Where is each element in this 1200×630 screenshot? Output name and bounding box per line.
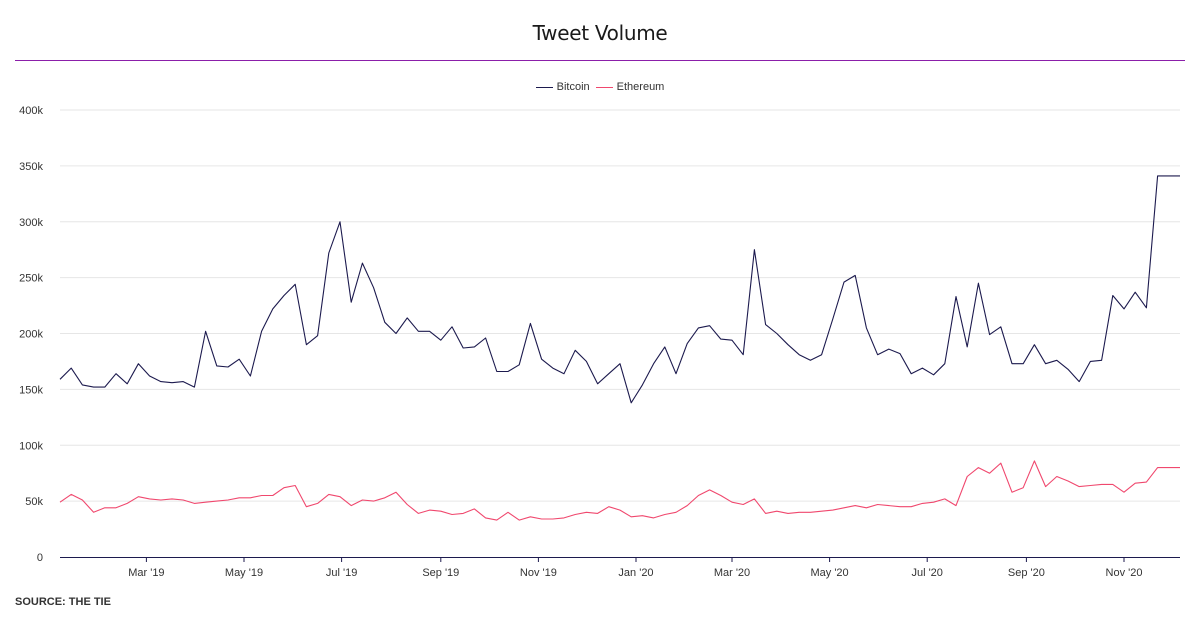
y-tick-label: 300k: [19, 217, 43, 229]
y-tick-label: 400k: [19, 105, 43, 117]
legend-label-bitcoin: Bitcoin: [556, 81, 590, 93]
y-tick-label: 150k: [19, 384, 43, 396]
x-tick-label: Jan '20: [618, 567, 653, 579]
x-tick-label: May '20: [811, 567, 849, 579]
x-tick-label: Nov '19: [520, 567, 557, 579]
x-tick-label: Sep '20: [1008, 567, 1045, 579]
x-tick-label: Jul '20: [911, 567, 942, 579]
source-note: SOURCE: THE TIE: [15, 596, 111, 608]
x-axis: Mar '19 May '19 Jul '19 Sep '19 Nov '19 Jan '…: [128, 557, 1142, 579]
x-tick-label: Mar '19: [128, 567, 164, 579]
y-axis: 0 50k 100k 150k 200k 250k 300k 350k 400k: [19, 105, 1180, 564]
y-tick-label: 0: [37, 552, 43, 564]
legend-item-ethereum[interactable]: Ethereum: [595, 81, 665, 93]
legend-swatch-bitcoin: [535, 86, 553, 88]
title-divider: [15, 60, 1185, 61]
series-line-ethereum[interactable]: [59, 460, 1180, 521]
legend-item-bitcoin[interactable]: Bitcoin: [535, 81, 590, 93]
x-tick-label: Jul '19: [326, 567, 357, 579]
y-tick-label: 100k: [19, 440, 43, 452]
x-tick-label: Mar '20: [714, 567, 750, 579]
x-tick-label: May '19: [225, 567, 263, 579]
y-tick-label: 50k: [25, 496, 43, 508]
legend: Bitcoin Ethereum: [0, 81, 1200, 93]
legend-swatch-ethereum: [595, 86, 613, 88]
y-tick-label: 200k: [19, 329, 43, 341]
y-tick-label: 250k: [19, 273, 43, 285]
x-tick-label: Nov '20: [1106, 567, 1143, 579]
chart-title: Tweet Volume: [532, 21, 668, 45]
x-tick-label: Sep '19: [422, 567, 459, 579]
legend-label-ethereum: Ethereum: [616, 81, 665, 93]
series-line-bitcoin[interactable]: [59, 175, 1180, 404]
y-tick-label: 350k: [19, 161, 43, 173]
